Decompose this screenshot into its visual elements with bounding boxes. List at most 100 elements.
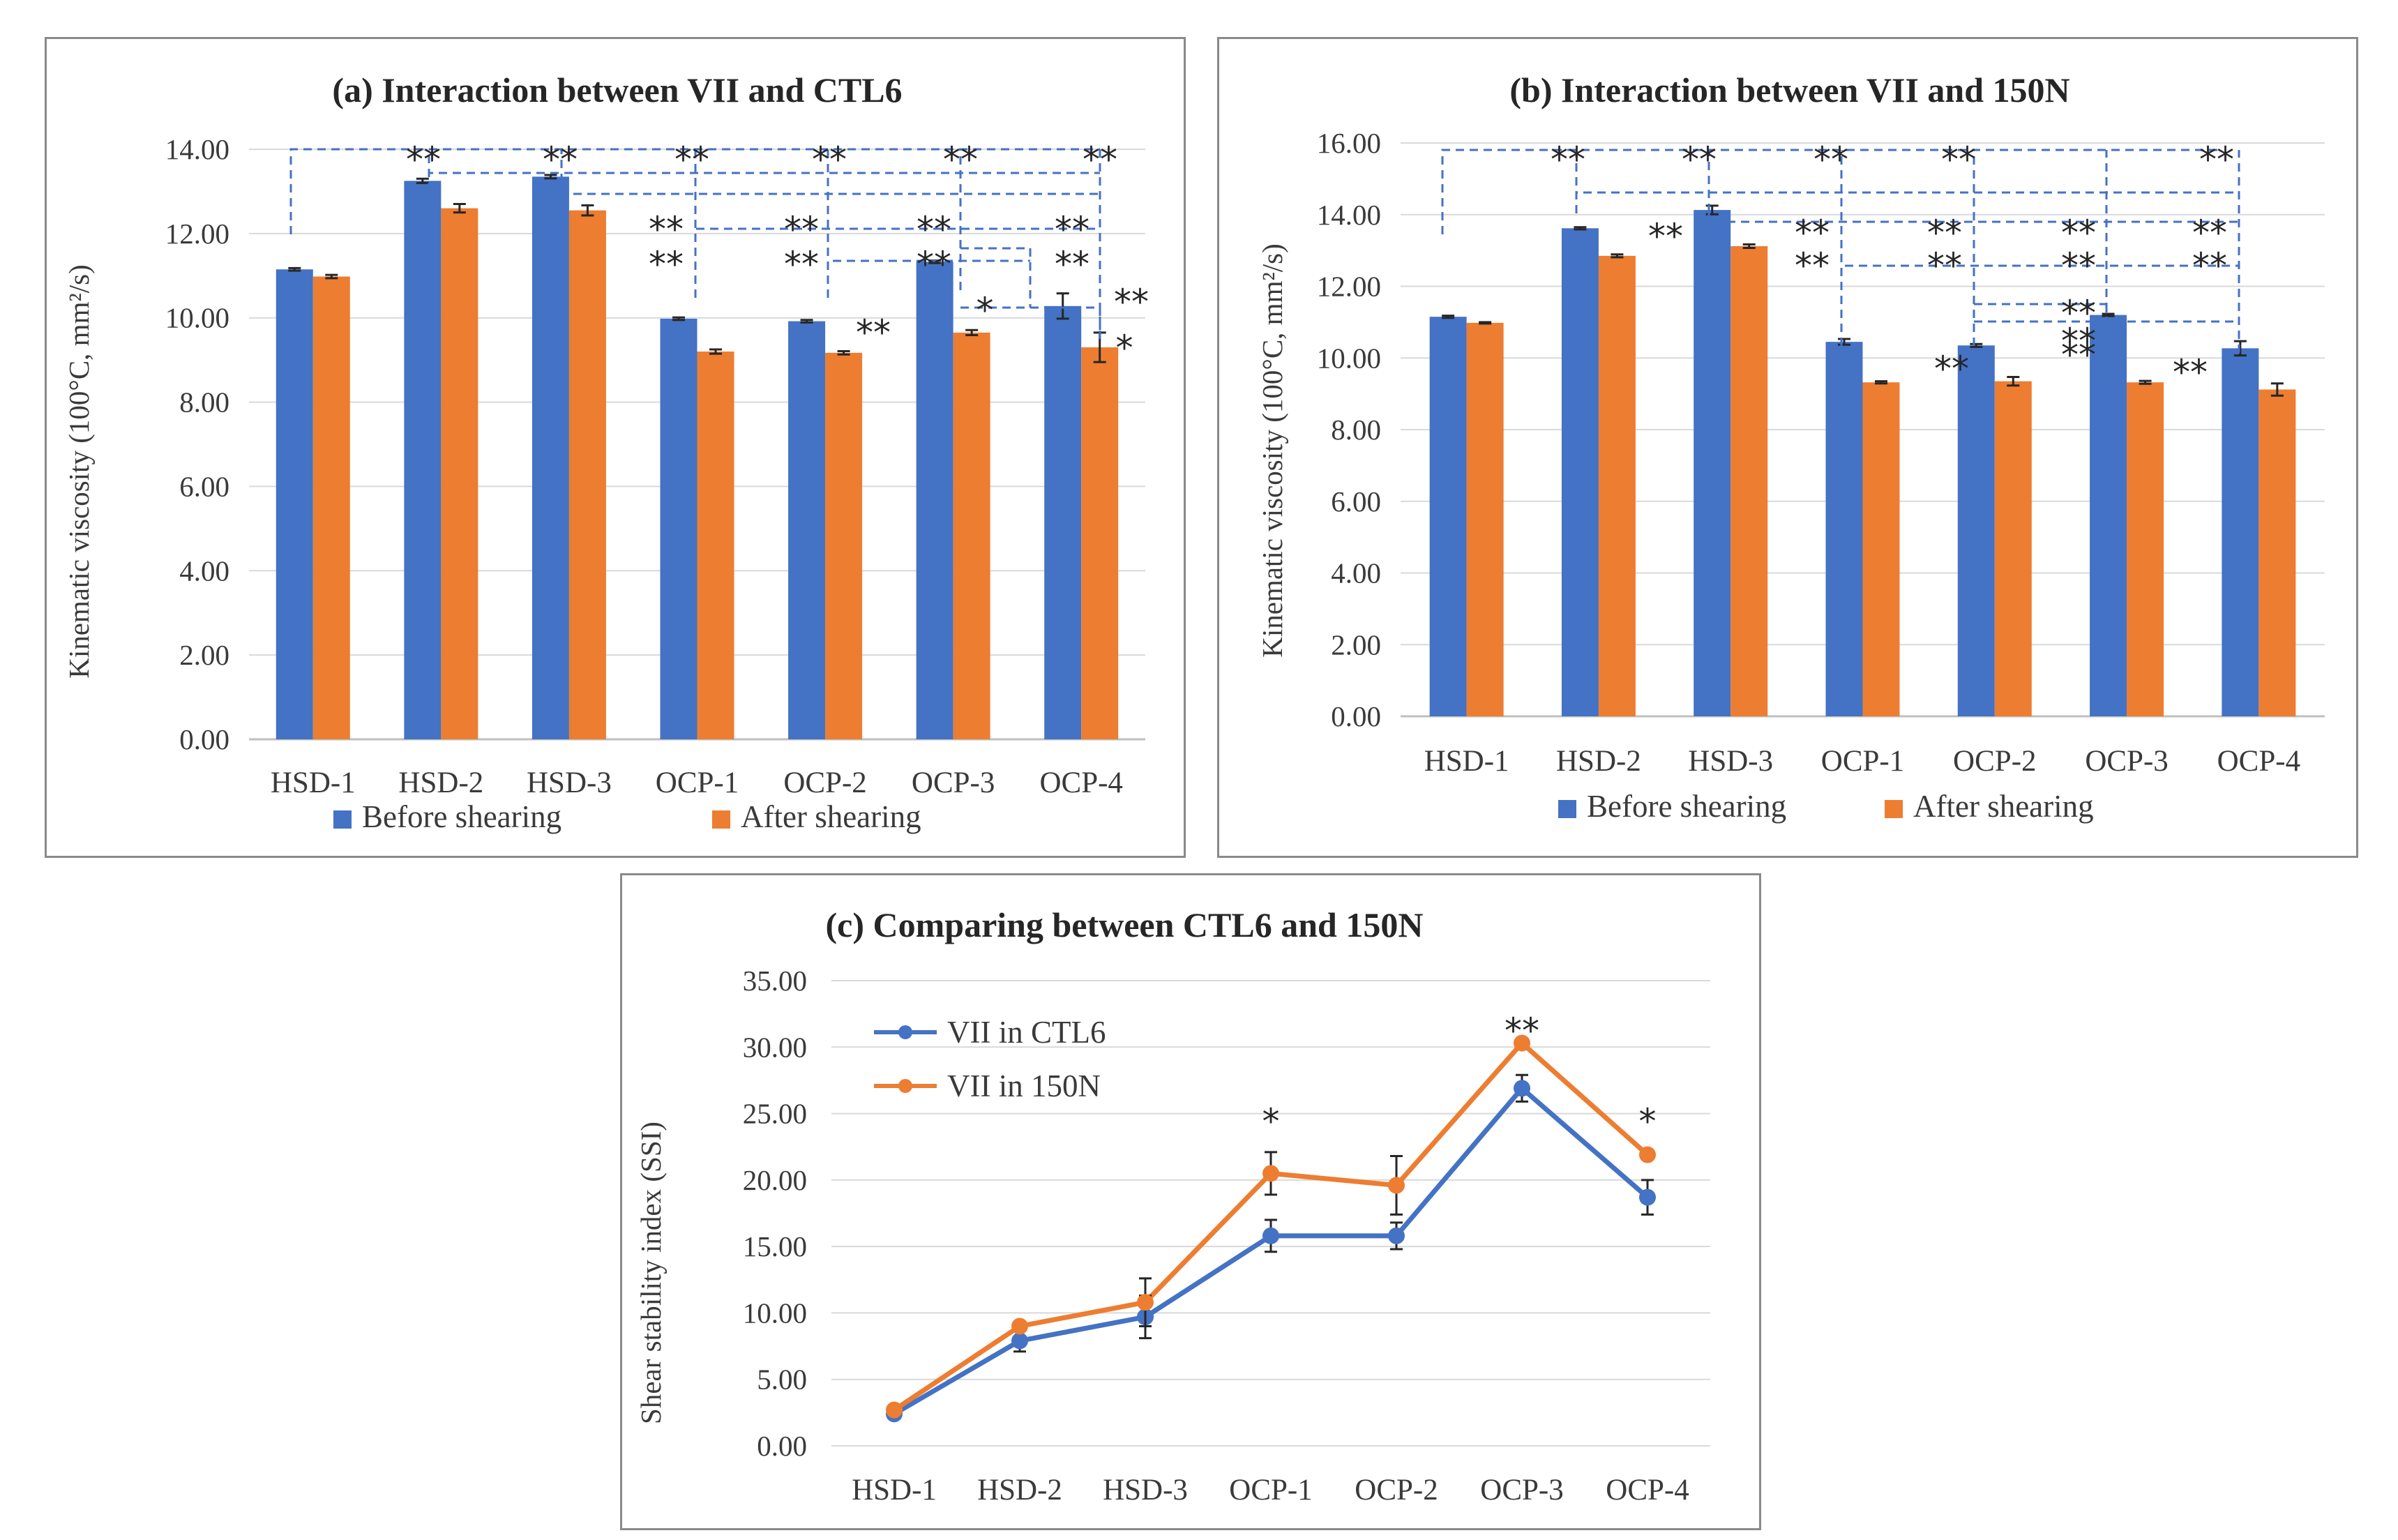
significance-mark: ** [1941, 139, 1976, 180]
significance-mark: ** [1648, 216, 1683, 257]
legend-after-label: After shearing [1913, 789, 2094, 824]
y-tick-label: 14.00 [165, 133, 229, 165]
bar-after-shearing-hsd-3 [568, 210, 606, 739]
y-tick-label: 12.00 [1317, 271, 1381, 303]
significance-mark: ** [1114, 282, 1149, 322]
significance-mark: ** [406, 139, 441, 180]
point-vii-in-150n-hsd-2 [1011, 1318, 1028, 1335]
bar-after-shearing-hsd-1 [1466, 322, 1504, 717]
legend-before-label: Before shearing [1587, 789, 1786, 824]
significance-mark: ** [812, 139, 847, 180]
bar-after-shearing-ocp-4 [1081, 347, 1119, 739]
significance-mark: ** [784, 244, 819, 285]
y-tick-label: 10.00 [165, 302, 229, 334]
x-tick-label: HSD-3 [527, 767, 612, 799]
point-vii-in-150n-ocp-2 [1388, 1177, 1405, 1194]
y-tick-label: 6.00 [179, 470, 229, 502]
significance-mark: ** [2192, 246, 2227, 286]
chart-c-svg: (c) Comparing between CTL6 and 150N Shea… [635, 905, 1710, 1507]
bar-after-shearing-ocp-4 [2259, 389, 2296, 716]
x-tick-label: OCP-4 [1606, 1474, 1689, 1507]
y-tick-label: 14.00 [1317, 199, 1381, 231]
significance-mark: ** [1813, 139, 1848, 180]
significance-mark: ** [2192, 213, 2227, 253]
point-vii-in-ctl6-ocp-4 [1639, 1188, 1656, 1206]
chart-c-ylabel: Shear stability index (SSI) [635, 1122, 667, 1424]
bar-before-shearing-ocp-4 [1044, 305, 1082, 739]
x-tick-label: OCP-2 [783, 767, 866, 799]
y-tick-label: 2.00 [179, 639, 229, 671]
significance-mark: ** [2061, 213, 2096, 253]
significance-mark: ** [2061, 246, 2096, 286]
x-tick-label: HSD-1 [852, 1474, 937, 1507]
y-tick-label: 20.00 [743, 1164, 807, 1196]
chart-a-ylabel: Kinematic viscosity (100°C, mm²/s) [63, 264, 95, 679]
significance-bracket [827, 259, 1030, 298]
x-tick-label: OCP-1 [1821, 745, 1904, 778]
x-tick-label: HSD-3 [1103, 1474, 1188, 1507]
significance-mark: ** [1795, 213, 1830, 253]
significance-bracket [1840, 264, 2239, 346]
y-tick-label: 10.00 [1317, 342, 1381, 374]
x-tick-label: HSD-2 [398, 767, 483, 799]
legend-after-label: After shearing [741, 799, 921, 834]
y-tick-label: 5.00 [757, 1364, 807, 1396]
y-tick-label: 8.00 [1331, 414, 1381, 446]
bar-before-shearing-ocp-3 [916, 262, 953, 739]
x-tick-label: OCP-1 [656, 767, 739, 799]
x-tick-label: OCP-3 [1480, 1474, 1563, 1507]
legend-ctl6-label: VII in CTL6 [947, 1015, 1106, 1050]
y-tick-label: 15.00 [743, 1230, 807, 1262]
point-vii-in-150n-ocp-4 [1639, 1146, 1656, 1163]
y-tick-label: 2.00 [1331, 628, 1381, 660]
panel-a: (a) Interaction between VII and CTL6 Kin… [45, 37, 1186, 858]
significance-mark: ** [2173, 352, 2208, 393]
chart-a-svg: (a) Interaction between VII and CTL6 Kin… [63, 70, 1149, 834]
legend-after-swatch [712, 810, 730, 829]
bar-after-shearing-ocp-1 [697, 352, 734, 739]
significance-mark: ** [917, 209, 951, 250]
significance-bracket [1973, 303, 2106, 346]
chart-a-title: (a) Interaction between VII and CTL6 [332, 70, 902, 110]
significance-bracket [289, 148, 1100, 234]
y-tick-label: 35.00 [743, 965, 807, 997]
bar-before-shearing-hsd-2 [404, 181, 442, 739]
y-tick-label: 4.00 [1331, 557, 1381, 589]
y-tick-label: 0.00 [1331, 700, 1381, 732]
legend-before-swatch [333, 810, 352, 829]
significance-mark: * [976, 290, 994, 331]
point-vii-in-ctl6-ocp-3 [1514, 1080, 1530, 1097]
y-tick-label: 4.00 [179, 554, 229, 587]
chart-c-title: (c) Comparing between CTL6 and 150N [826, 905, 1424, 944]
significance-mark: ** [543, 139, 578, 180]
bar-after-shearing-ocp-3 [953, 332, 990, 740]
bar-before-shearing-hsd-2 [1561, 228, 1599, 717]
point-vii-in-ctl6-ocp-2 [1388, 1227, 1405, 1244]
point-vii-in-150n-ocp-3 [1514, 1034, 1530, 1052]
legend-before-swatch [1558, 800, 1576, 818]
bar-before-shearing-ocp-2 [1957, 345, 1995, 716]
point-vii-in-150n-hsd-3 [1137, 1294, 1154, 1311]
y-tick-label: 0.00 [179, 723, 229, 755]
bar-after-shearing-hsd-3 [1730, 246, 1768, 717]
x-tick-label: OCP-1 [1229, 1474, 1312, 1507]
bar-before-shearing-ocp-2 [788, 321, 826, 739]
significance-mark: ** [1795, 246, 1830, 286]
bar-after-shearing-hsd-1 [312, 276, 350, 740]
x-tick-label: OCP-3 [2085, 745, 2168, 778]
bar-after-shearing-hsd-2 [1598, 255, 1636, 716]
x-tick-label: HSD-2 [1556, 745, 1641, 778]
y-tick-label: 6.00 [1331, 485, 1381, 518]
legend-ctl6-marker [898, 1025, 912, 1039]
x-tick-label: HSD-1 [1424, 745, 1509, 778]
significance-bracket [1575, 191, 2239, 213]
bar-after-shearing-ocp-1 [1862, 382, 1900, 716]
x-tick-label: HSD-3 [1688, 745, 1773, 778]
x-tick-label: OCP-4 [1039, 767, 1122, 799]
panel-c: (c) Comparing between CTL6 and 150N Shea… [620, 873, 1761, 1530]
significance-mark: ** [1055, 244, 1089, 285]
significance-mark: ** [1927, 246, 1962, 286]
x-tick-label: OCP-2 [1355, 1474, 1438, 1507]
significance-bracket [1441, 149, 2220, 234]
bar-after-shearing-hsd-2 [441, 208, 478, 740]
